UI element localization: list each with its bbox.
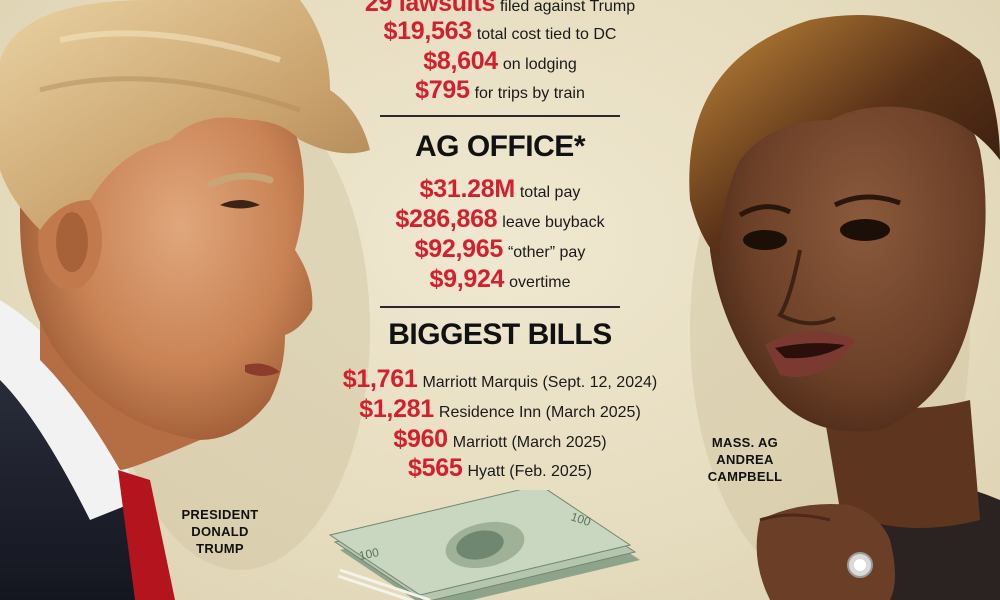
stat-label: overtime <box>509 274 571 291</box>
stat-label: filed against Trump <box>499 0 636 15</box>
stat-amount: $19,563 <box>383 17 473 45</box>
stat-label: Marriott Marquis (Sept. 12, 2024) <box>422 374 658 391</box>
stats-column: 29 lawsuits filed against Trump $19,563 to… <box>300 0 700 490</box>
stat-row: $286,868 leave buyback <box>300 205 700 235</box>
stat-row: $92,965 “other” pay <box>300 235 700 265</box>
stat-row: $19,563 total cost tied to DC <box>300 17 700 47</box>
svg-text:100: 100 <box>569 510 593 530</box>
divider <box>380 306 620 308</box>
divider <box>380 115 620 117</box>
man-profile-photo <box>0 0 370 600</box>
stat-row: 29 lawsuits filed against Trump <box>300 0 700 19</box>
stat-row: $1,281 Residence Inn (March 2025) <box>300 395 700 425</box>
stat-amount: $286,868 <box>395 205 498 233</box>
stat-label: Hyatt (Feb. 2025) <box>467 463 592 480</box>
stat-label: total cost tied to DC <box>476 26 617 43</box>
svg-text:100: 100 <box>358 545 381 563</box>
stat-amount: $795 <box>415 76 470 104</box>
stat-row: $31.28M total pay <box>300 175 700 205</box>
stat-amount: $92,965 <box>414 235 504 263</box>
stat-label: Marriott (March 2025) <box>452 434 607 451</box>
caption-line: MASS. AG <box>711 435 779 450</box>
stat-amount: $31.28M <box>419 175 516 203</box>
stat-label: “other” pay <box>507 244 586 261</box>
money-stack-image: 100 100 <box>328 490 640 600</box>
caption-right: MASS. AG ANDREA CAMPBELL <box>695 434 795 485</box>
stat-amount: $565 <box>408 454 463 482</box>
stat-row: $1,761 Marriott Marquis (Sept. 12, 2024) <box>300 365 700 395</box>
stat-row: $960 Marriott (March 2025) <box>300 425 700 455</box>
section-heading-ag-office: AG OFFICE* <box>414 130 586 163</box>
stat-row: $8,604 on lodging <box>300 47 700 77</box>
caption-line: TRUMP <box>196 541 244 556</box>
stat-label: total pay <box>519 184 581 201</box>
caption-left: PRESIDENT DONALD TRUMP <box>160 506 280 557</box>
stat-amount: $9,924 <box>429 265 505 293</box>
stat-amount: $1,281 <box>359 395 434 423</box>
stat-row: $9,924 overtime <box>300 265 700 295</box>
caption-line: PRESIDENT <box>181 507 259 522</box>
stat-label: Residence Inn (March 2025) <box>438 404 641 421</box>
stat-amount: $8,604 <box>423 47 498 75</box>
stat-label: on lodging <box>502 56 577 73</box>
caption-line: DONALD <box>191 524 249 539</box>
stat-label: leave buyback <box>502 214 605 231</box>
stat-row: $565 Hyatt (Feb. 2025) <box>300 454 700 484</box>
caption-line: CAMPBELL <box>707 469 783 484</box>
stat-amount: 29 lawsuits <box>364 0 495 17</box>
caption-line: ANDREA <box>716 452 774 467</box>
woman-portrait-photo <box>689 15 1000 600</box>
stat-amount: $960 <box>393 425 448 453</box>
stat-amount: $1,761 <box>342 365 418 393</box>
stat-row: $795 for trips by train <box>300 76 700 106</box>
section-heading-biggest-bills: BIGGEST BILLS <box>388 318 612 351</box>
stat-label: for trips by train <box>474 85 585 102</box>
